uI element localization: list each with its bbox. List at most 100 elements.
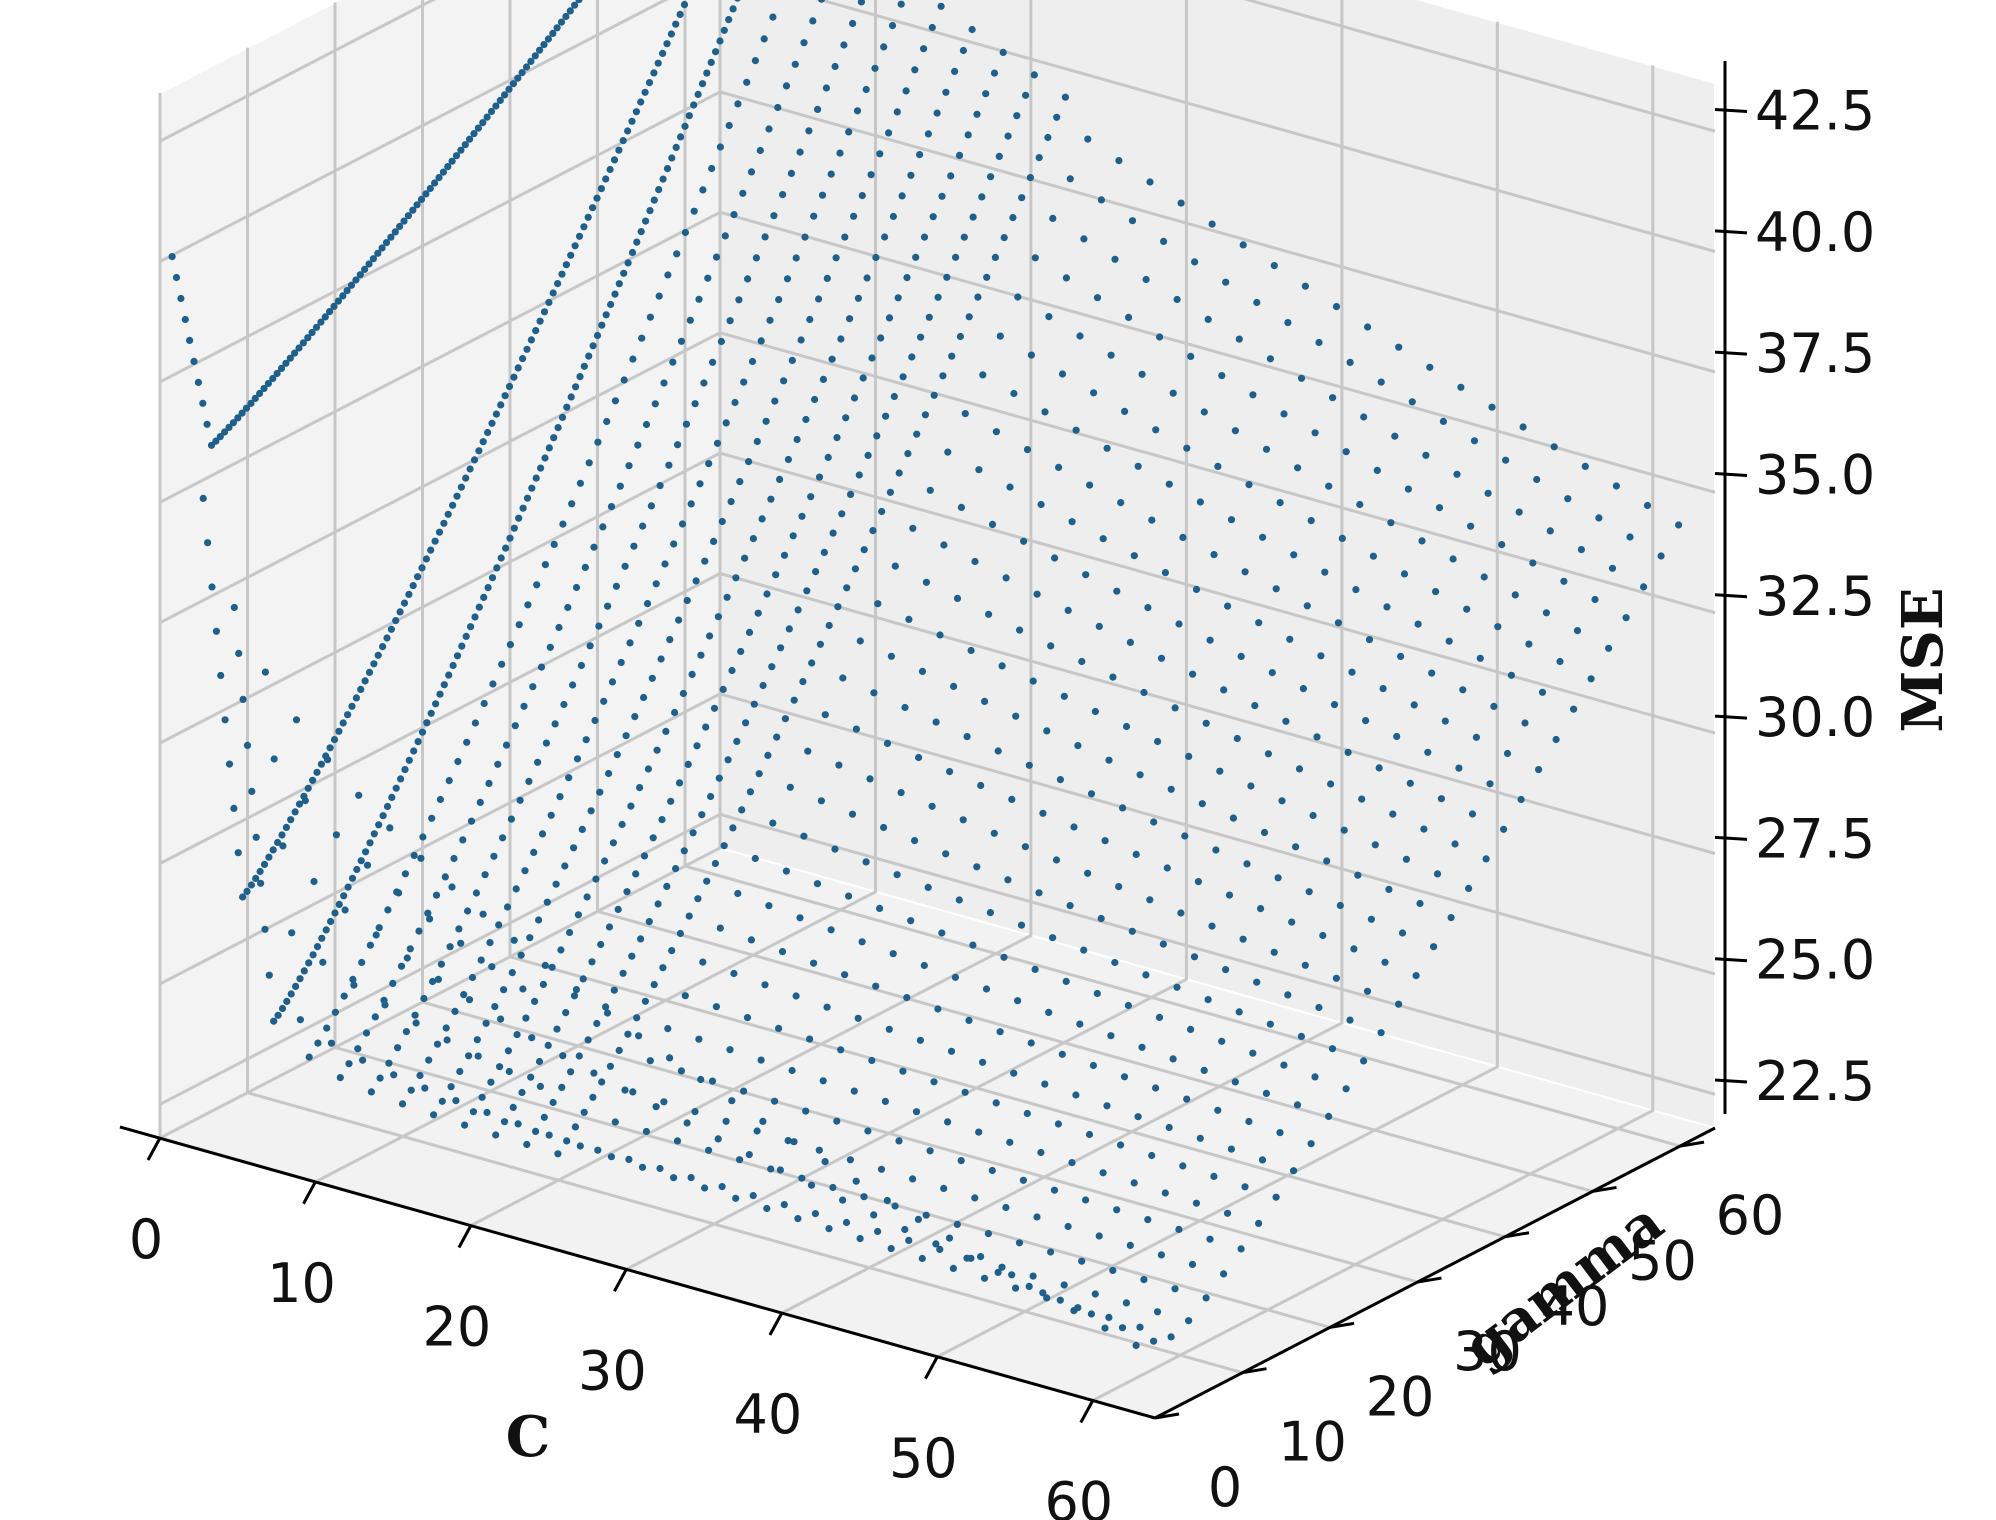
data-point [1622,614,1630,622]
data-point [1365,636,1374,644]
data-point [734,889,742,898]
data-point [654,59,662,67]
data-point [1245,481,1253,489]
data-point [274,1011,282,1019]
data-point [406,945,414,953]
data-point [738,806,746,814]
data-point [334,297,342,305]
data-point [278,831,286,839]
data-point [1229,814,1237,822]
data-point [592,875,600,883]
data-point [812,568,820,576]
data-point [478,1093,486,1101]
data-point [541,454,549,462]
data-point [787,169,796,177]
data-point [1084,869,1092,877]
data-point [878,507,886,516]
data-point [1259,533,1267,541]
data-point [907,171,915,179]
data-point [864,451,872,459]
data-point [510,524,518,532]
data-point [483,1108,491,1117]
gamma-tick-label: 30 [1453,1320,1522,1383]
data-point [628,952,636,960]
data-point [1045,313,1053,321]
data-point [765,125,773,133]
data-point [713,439,722,447]
gamma-tick-mark [1592,1185,1617,1193]
data-point [208,583,216,591]
data-point [1078,1257,1086,1265]
data-point [492,1131,500,1139]
data-point [491,1003,499,1011]
data-point [647,502,656,510]
data-point [1595,514,1603,522]
data-point [468,973,477,982]
data-point [934,293,942,301]
data-point [859,374,867,382]
data-point [488,574,497,582]
data-point [234,414,242,422]
data-point [319,958,327,966]
data-point [759,681,767,690]
data-point [1332,974,1340,982]
data-point [637,935,645,943]
data-point [999,48,1007,57]
data-point [676,929,685,938]
data-point [485,779,493,788]
data-point [374,249,382,257]
data-point [847,490,855,498]
data-point [928,802,936,810]
mse-tick-mark [1714,350,1748,356]
data-point [837,335,845,343]
data-point [883,1196,891,1205]
data-point [903,994,911,1002]
data-point [269,374,277,383]
data-point [1006,483,1014,491]
data-point [323,1024,331,1032]
data-point [668,947,676,955]
data-point [1101,1324,1109,1332]
data-point [708,164,716,173]
data-point [839,1196,847,1204]
data-point [247,881,255,889]
data-point [1255,1219,1263,1227]
data-point [557,946,565,954]
mse-gridline [159,0,1716,143]
data-point [500,1118,509,1126]
data-point [559,1052,567,1060]
data-point [605,769,613,778]
data-point [942,88,950,96]
data-point [860,1193,868,1201]
data-point [467,817,476,825]
data-point [710,537,718,546]
data-point [1200,1066,1208,1074]
data-point [489,680,497,688]
data-point [506,641,514,649]
data-point [932,1240,940,1248]
data-point [314,1039,322,1047]
data-point [1360,1057,1368,1065]
data-point [431,537,439,545]
data-point [1173,295,1181,304]
data-point [773,733,781,741]
data-point [584,1036,592,1044]
data-point [718,1183,726,1191]
data-point [309,776,317,784]
data-point [1027,1039,1035,1047]
data-point [348,702,356,710]
data-point [225,760,234,768]
data-point [541,961,549,970]
data-point [1156,333,1164,341]
data-point [553,1025,561,1033]
data-point [1047,1248,1055,1256]
data-point [945,1234,954,1242]
data-point [1245,1117,1253,1126]
data-point [533,581,541,589]
data-point [504,1047,512,1055]
data-point [549,29,557,37]
data-point [1498,541,1506,549]
data-point [660,1098,668,1106]
data-point [723,593,731,601]
data-point [926,1147,934,1155]
